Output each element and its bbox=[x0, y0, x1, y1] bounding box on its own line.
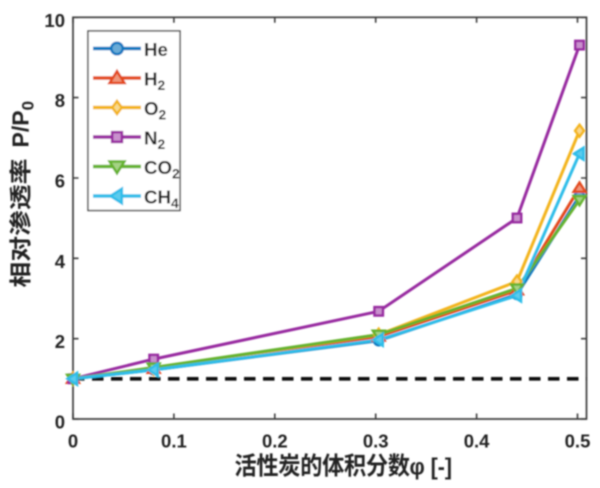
svg-text:10: 10 bbox=[44, 10, 65, 31]
svg-text:0.2: 0.2 bbox=[262, 431, 288, 452]
svg-text:0.3: 0.3 bbox=[363, 431, 389, 452]
svg-text:0: 0 bbox=[55, 412, 65, 433]
svg-text:He: He bbox=[144, 39, 168, 60]
svg-text:6: 6 bbox=[55, 171, 65, 192]
svg-text:φ [-]: φ [-] bbox=[410, 454, 453, 480]
svg-text:0: 0 bbox=[68, 431, 78, 452]
svg-text:2: 2 bbox=[55, 331, 65, 352]
svg-text:0.5: 0.5 bbox=[565, 431, 591, 452]
svg-text:4: 4 bbox=[55, 251, 66, 272]
svg-text:CO2: CO2 bbox=[144, 157, 180, 182]
svg-text:8: 8 bbox=[55, 90, 65, 111]
svg-text:0.1: 0.1 bbox=[161, 431, 187, 452]
svg-text:0.4: 0.4 bbox=[464, 431, 490, 452]
svg-text:P/P0: P/P0 bbox=[8, 101, 38, 148]
